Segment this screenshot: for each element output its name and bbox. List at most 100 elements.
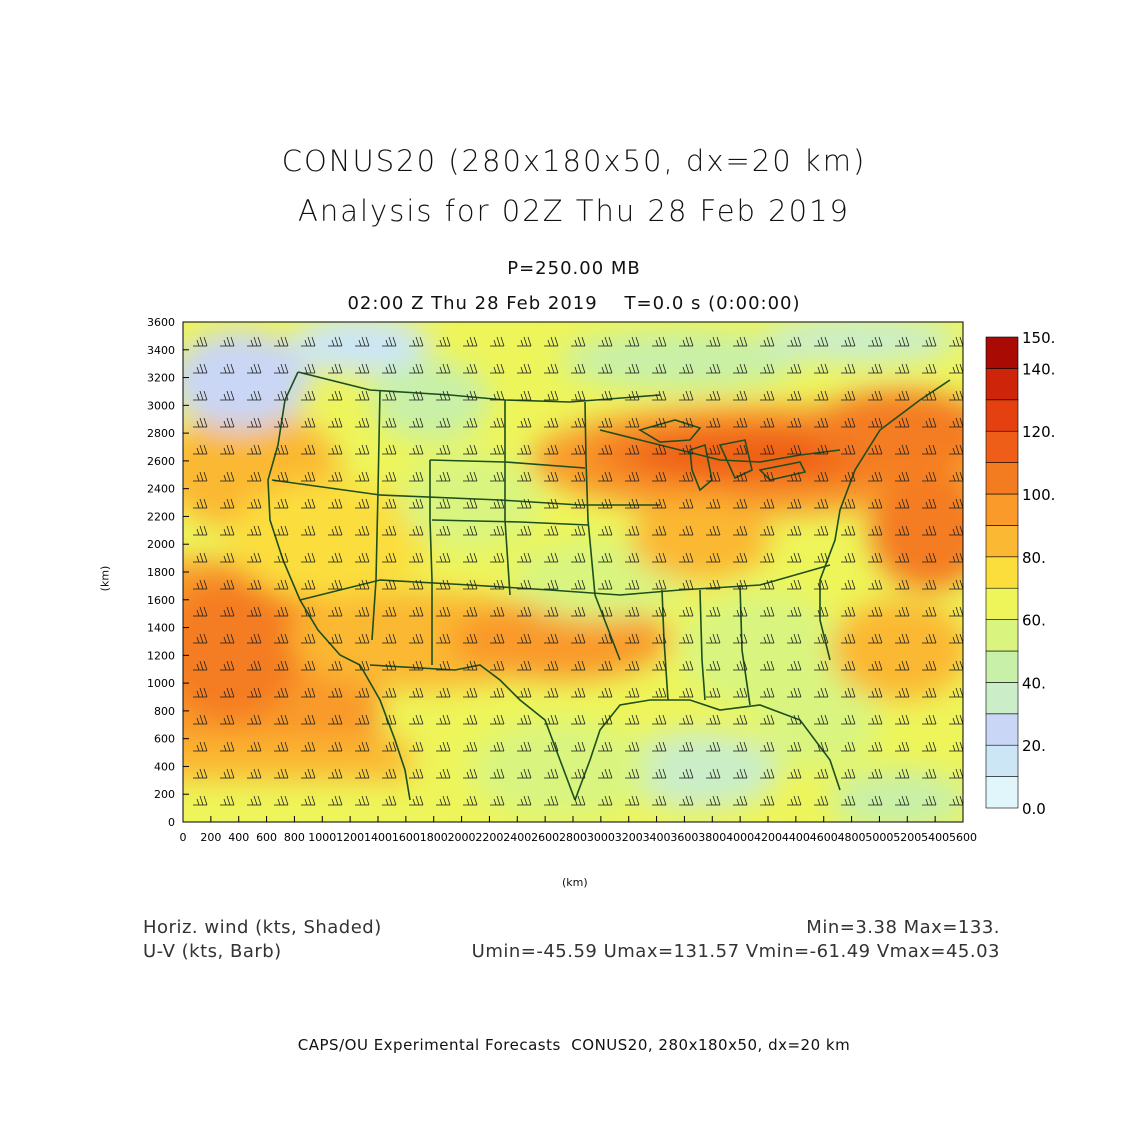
wind-barb <box>706 660 721 671</box>
wind-barb <box>544 768 559 779</box>
wind-barb <box>193 336 208 347</box>
wind-barb <box>679 390 694 401</box>
wind-barb <box>382 741 397 752</box>
wind-barb <box>544 606 559 617</box>
wind-barb <box>328 525 343 536</box>
wind-barb <box>463 336 478 347</box>
wind-barb <box>949 633 963 644</box>
wind-barb <box>571 606 586 617</box>
wind-barb <box>706 714 721 725</box>
wind-barb <box>706 336 721 347</box>
wind-barb <box>382 606 397 617</box>
wind-barb <box>625 768 640 779</box>
wind-barb <box>382 795 397 806</box>
wind-barb <box>220 579 235 590</box>
wind-barb <box>868 552 883 563</box>
wind-barb <box>814 579 829 590</box>
wind-barb <box>706 687 721 698</box>
wind-barb <box>679 606 694 617</box>
wind-barb <box>841 633 856 644</box>
wind-barb <box>814 363 829 374</box>
wind-barb <box>652 471 667 482</box>
wind-barb <box>301 687 316 698</box>
wind-barb <box>220 417 235 428</box>
wind-barb <box>517 444 532 455</box>
wind-barb <box>787 552 802 563</box>
wind-barb <box>382 417 397 428</box>
wind-barb <box>220 498 235 509</box>
wind-barb <box>436 525 451 536</box>
wind-barb <box>787 525 802 536</box>
wind-barb <box>193 579 208 590</box>
wind-barb <box>409 633 424 644</box>
wind-barb <box>787 471 802 482</box>
wind-barb <box>382 552 397 563</box>
wind-barb <box>949 498 963 509</box>
y-tick-label: 400 <box>154 760 175 773</box>
wind-barb <box>922 552 937 563</box>
wind-barb <box>895 390 910 401</box>
wind-barb <box>787 417 802 428</box>
wind-barb <box>247 768 262 779</box>
wind-barb <box>193 363 208 374</box>
wind-barb <box>355 606 370 617</box>
wind-barb <box>652 633 667 644</box>
y-tick-label: 2800 <box>147 427 175 440</box>
x-tick-label: 2200 <box>475 831 503 844</box>
wind-barb <box>625 471 640 482</box>
wind-barb <box>355 714 370 725</box>
wind-barb <box>598 687 613 698</box>
wind-barb <box>760 336 775 347</box>
wind-barb <box>895 444 910 455</box>
wind-barb <box>247 741 262 752</box>
wind-barb <box>463 660 478 671</box>
wind-barb <box>436 336 451 347</box>
colorbar-swatch <box>985 556 1019 589</box>
colorbar-swatch <box>985 368 1019 401</box>
wind-barb <box>301 336 316 347</box>
wind-barb <box>490 498 505 509</box>
wind-barb <box>895 660 910 671</box>
wind-barb <box>328 444 343 455</box>
wind-barb <box>274 417 289 428</box>
wind-barb <box>301 417 316 428</box>
wind-barb <box>382 336 397 347</box>
wind-barb <box>814 714 829 725</box>
wind-barb <box>868 579 883 590</box>
wind-barb <box>625 552 640 563</box>
wind-barb <box>598 633 613 644</box>
wind-barb <box>193 390 208 401</box>
wind-barb <box>922 363 937 374</box>
colorbar-label: 0.0 <box>1022 800 1046 818</box>
wind-barb <box>922 741 937 752</box>
wind-barb <box>382 660 397 671</box>
wind-barb <box>733 633 748 644</box>
x-tick-label: 5400 <box>921 831 949 844</box>
wind-barb <box>706 552 721 563</box>
wind-barb <box>895 768 910 779</box>
colorbar-label: 140. <box>1022 360 1055 378</box>
wind-barb <box>868 741 883 752</box>
wind-barb <box>247 687 262 698</box>
wind-barb <box>787 498 802 509</box>
colorbar-swatch <box>985 713 1019 746</box>
x-tick-label: 5000 <box>865 831 893 844</box>
y-tick-label: 3200 <box>147 372 175 385</box>
wind-barb <box>706 768 721 779</box>
wind-barb <box>868 363 883 374</box>
x-tick-label: 1600 <box>392 831 420 844</box>
wind-barb <box>706 498 721 509</box>
wind-barb <box>841 336 856 347</box>
wind-barb <box>193 741 208 752</box>
wind-barb <box>409 444 424 455</box>
wind-barb <box>328 714 343 725</box>
y-tick-label: 2600 <box>147 455 175 468</box>
wind-barb <box>760 795 775 806</box>
wind-barb <box>652 606 667 617</box>
wind-barb <box>733 579 748 590</box>
wind-barb <box>544 552 559 563</box>
wind-barb <box>328 768 343 779</box>
wind-barb <box>922 714 937 725</box>
wind-barb <box>814 768 829 779</box>
wind-barb <box>625 363 640 374</box>
